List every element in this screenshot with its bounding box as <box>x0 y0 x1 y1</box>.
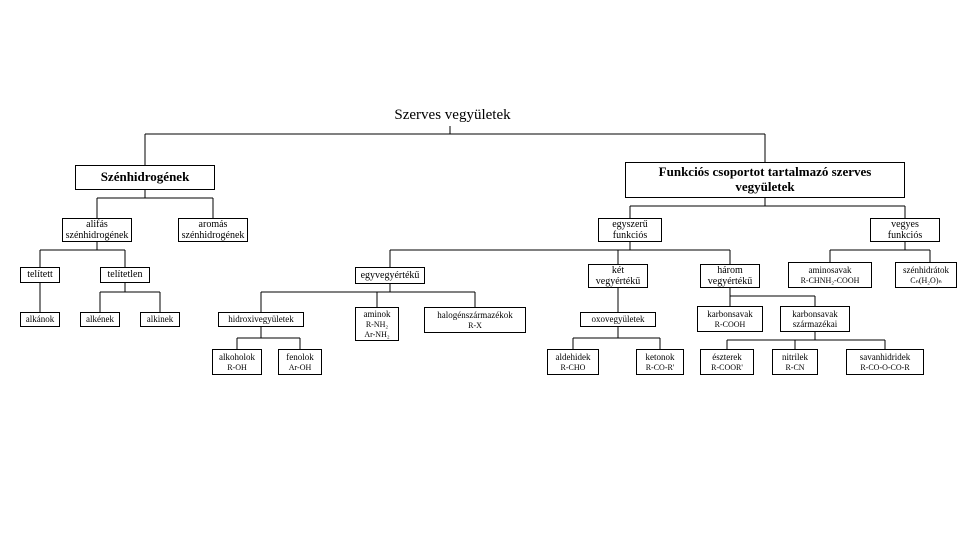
label: alkoholok <box>219 352 255 362</box>
node-aromas: aromás szénhidrogének <box>178 218 248 242</box>
formula: R-CHO <box>561 363 586 372</box>
formula: R-OH <box>227 363 247 372</box>
formula: Cₙ(H₂O)ₙ <box>910 276 941 285</box>
node-hidroxi: hidroxivegyületek <box>218 312 304 327</box>
label: aromás szénhidrogének <box>182 219 245 242</box>
node-oxo: oxovegyületek <box>580 312 656 327</box>
node-telitetlen: telítetlen <box>100 267 150 283</box>
node-aminosavak: aminosavak R-CHNH₂-COOH <box>788 262 872 288</box>
formula: R-X <box>468 321 482 330</box>
label: Szénhidrogének <box>101 170 190 185</box>
node-halogen: halogénszármazékok R-X <box>424 307 526 333</box>
node-ketonok: ketonok R-CO-R' <box>636 349 684 375</box>
formula: R-COOR' <box>711 363 743 372</box>
root-title-text: Szerves vegyületek <box>394 107 510 124</box>
label: vegyes funkciós <box>875 219 935 242</box>
node-aldehidek: aldehidek R-CHO <box>547 349 599 375</box>
label: alkinek <box>147 314 174 324</box>
node-fenolok: fenolok Ar-OH <box>278 349 322 375</box>
label: fenolok <box>286 352 314 362</box>
label: hidroxivegyületek <box>228 314 293 324</box>
node-alkenek: alkének <box>80 312 120 327</box>
label: egyszerű funkciós <box>603 219 657 242</box>
label: aldehidek <box>556 352 591 362</box>
label: egyvegyértékű <box>361 270 420 282</box>
node-funkcios: Funkciós csoportot tartalmazó szerves ve… <box>625 162 905 198</box>
label: Funkciós csoportot tartalmazó szerves ve… <box>630 165 900 195</box>
node-egyvegyerteku: egyvegyértékű <box>355 267 425 284</box>
node-alifas: alifás szénhidrogének <box>62 218 132 242</box>
node-szenhidratok: szénhidrátok Cₙ(H₂O)ₙ <box>895 262 957 288</box>
node-eszterek: észterek R-COOR' <box>700 349 754 375</box>
label: karbonsavak származékai <box>785 309 845 330</box>
label: észterek <box>712 352 741 362</box>
formula2: Ar-NH₂ <box>364 330 389 339</box>
label: szénhidrátok <box>903 265 949 275</box>
node-ketvegyerteku: két vegyértékű <box>588 264 648 288</box>
node-alkinek: alkinek <box>140 312 180 327</box>
node-nitrilek: nitrilek R-CN <box>772 349 818 375</box>
root-title: Szerves vegyületek <box>370 106 535 126</box>
node-anhidridek: savanhidridek R-CO-O-CO-R <box>846 349 924 375</box>
node-szenhidrogenek: Szénhidrogének <box>75 165 215 190</box>
node-alkanok: alkánok <box>20 312 60 327</box>
node-egyszeru: egyszerű funkciós <box>598 218 662 242</box>
label: karbonsavak <box>707 309 752 319</box>
node-karbonsavak: karbonsavak R-COOH <box>697 306 763 332</box>
label: halogénszármazékok <box>437 310 512 320</box>
label: alkének <box>86 314 114 324</box>
node-karbder: karbonsavak származékai <box>780 306 850 332</box>
label: savanhidridek <box>860 352 910 362</box>
label: alkánok <box>26 314 55 324</box>
formula1: R-NH₂ <box>366 320 388 329</box>
formula: R-CO-O-CO-R <box>860 363 909 372</box>
formula: R-CHNH₂-COOH <box>801 276 860 285</box>
node-telitett: telített <box>20 267 60 283</box>
label: ketonok <box>646 352 675 362</box>
label: nitrilek <box>782 352 808 362</box>
label: aminok <box>364 309 391 319</box>
label: alifás szénhidrogének <box>66 219 129 242</box>
label: oxovegyületek <box>592 314 645 324</box>
node-aminok: aminok R-NH₂ Ar-NH₂ <box>355 307 399 341</box>
formula: R-CO-R' <box>646 363 675 372</box>
label: két vegyértékű <box>593 265 643 288</box>
label: három vegyértékű <box>705 265 755 288</box>
label: telített <box>27 269 53 281</box>
formula: R-COOH <box>715 320 746 329</box>
formula: R-CN <box>785 363 804 372</box>
node-vegyes: vegyes funkciós <box>870 218 940 242</box>
node-alkoholok: alkoholok R-OH <box>212 349 262 375</box>
formula: Ar-OH <box>289 363 312 372</box>
node-haromvegyerteku: három vegyértékű <box>700 264 760 288</box>
label: telítetlen <box>108 269 143 281</box>
label: aminosavak <box>809 265 852 275</box>
